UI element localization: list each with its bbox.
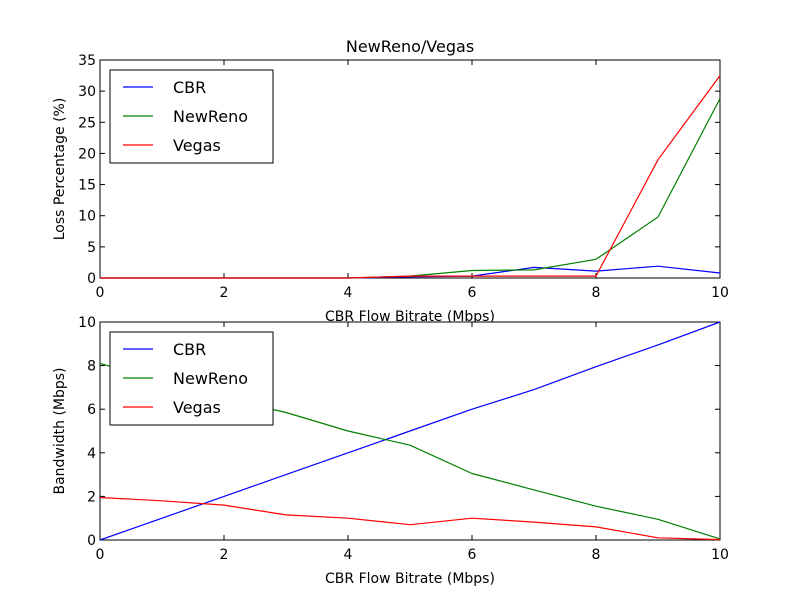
y-tick-label: 35: [78, 53, 96, 69]
legend-label: NewReno: [173, 369, 248, 388]
x-axis-label: CBR Flow Bitrate (Mbps): [325, 571, 495, 587]
y-tick-label: 15: [78, 178, 96, 194]
y-tick-label: 30: [78, 84, 96, 100]
y-tick-label: 0: [87, 271, 96, 287]
chart-title: NewReno/Vegas: [346, 37, 474, 56]
legend-label: CBR: [173, 78, 206, 97]
y-tick-label: 25: [78, 115, 96, 131]
legend-label: NewReno: [173, 107, 248, 126]
x-axis-label: CBR Flow Bitrate (Mbps): [325, 309, 495, 325]
chart-2: [99, 321, 721, 541]
y-tick-label: 8: [87, 359, 96, 375]
y-tick-label: 6: [87, 402, 96, 418]
x-tick-label: 2: [220, 547, 229, 563]
legend-label: CBR: [173, 340, 206, 359]
y-axis-label: Bandwidth (Mbps): [52, 367, 68, 494]
y-tick-label: 4: [87, 446, 96, 462]
y-tick-label: 2: [87, 489, 96, 505]
x-tick-label: 4: [344, 285, 353, 301]
x-tick-label: 8: [592, 547, 601, 563]
legend-box: [109, 69, 274, 164]
y-tick-label: 20: [78, 146, 96, 162]
chart-1: [99, 59, 721, 279]
x-tick-label: 10: [711, 285, 729, 301]
y-tick-label: 5: [87, 240, 96, 256]
series-line-vegas: [99, 496, 721, 541]
x-tick-label: 6: [468, 547, 477, 563]
y-axis-label: Loss Percentage (%): [52, 98, 68, 241]
y-tick-label: 10: [78, 315, 96, 331]
y-tick-label: 10: [78, 209, 96, 225]
x-tick-label: 8: [592, 285, 601, 301]
x-tick-label: 0: [96, 547, 105, 563]
x-tick-label: 10: [711, 547, 729, 563]
x-tick-label: 0: [96, 285, 105, 301]
legend-label: Vegas: [173, 136, 221, 155]
legend-label: Vegas: [173, 398, 221, 417]
y-tick-label: 0: [87, 533, 96, 549]
x-tick-label: 4: [344, 547, 353, 563]
series-line-vegas: [100, 75, 721, 279]
x-tick-label: 6: [468, 285, 477, 301]
x-tick-label: 2: [220, 285, 229, 301]
